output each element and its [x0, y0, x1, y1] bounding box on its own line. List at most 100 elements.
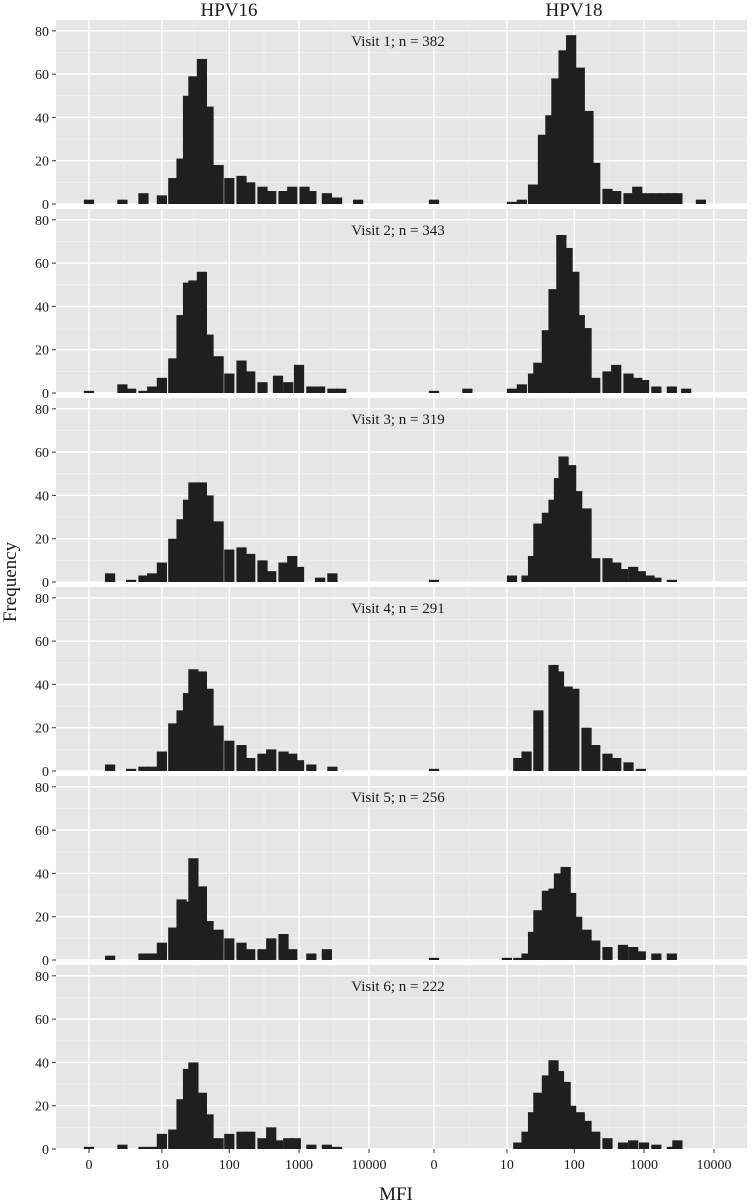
histogram-bar — [104, 764, 116, 771]
histogram-bar — [617, 1142, 629, 1149]
histogram-bar — [516, 384, 527, 393]
histogram-bar — [147, 386, 158, 393]
histogram-bar — [572, 916, 583, 960]
visit-label: Visit 5; n = 256 — [351, 790, 445, 806]
histogram-bar — [611, 562, 622, 582]
histogram-bar — [188, 76, 199, 204]
histogram-bar — [147, 1146, 158, 1149]
y-tick-label: 0 — [42, 1143, 49, 1158]
histogram-bar — [581, 508, 592, 582]
histogram-bar — [257, 560, 268, 582]
histogram-bar — [83, 199, 95, 204]
histogram-bar — [245, 758, 256, 771]
histogram-bar — [602, 371, 613, 393]
histogram-bar — [628, 1140, 639, 1149]
histogram-bar — [299, 186, 310, 204]
histogram-bar — [257, 949, 268, 960]
y-axis-title: Frequency — [0, 541, 21, 622]
histogram-bar — [213, 725, 224, 771]
x-tick-label: 10 — [500, 1158, 514, 1173]
histogram-bar — [602, 947, 613, 960]
histogram-bar — [138, 193, 149, 204]
histogram-bar — [590, 558, 601, 582]
y-tick-label: 0 — [42, 387, 49, 402]
y-tick-label: 0 — [42, 198, 49, 213]
histogram-bar — [574, 315, 585, 393]
histogram-bar — [672, 1140, 683, 1149]
histogram-bar — [527, 556, 539, 582]
histogram-bar — [168, 538, 179, 582]
histogram-bar — [203, 495, 214, 582]
histogram-bar — [290, 1138, 301, 1149]
x-tick-label: 100 — [219, 1158, 240, 1173]
histogram-bar — [566, 465, 577, 582]
histogram-bar — [558, 50, 569, 205]
panel-visit-6-hpv16 — [56, 965, 402, 1150]
x-tick-label: 1000 — [285, 1158, 313, 1173]
histogram-bar — [553, 873, 565, 960]
histogram-bar — [156, 1133, 167, 1149]
histogram-bar — [617, 944, 629, 960]
histogram-bar — [581, 727, 592, 771]
histogram-bar — [196, 271, 207, 393]
panel-visit-1-hpv16 — [56, 20, 402, 205]
panel-visit-3-hpv16 — [56, 398, 402, 583]
histogram-bar — [659, 193, 671, 204]
histogram-bar — [182, 499, 194, 582]
histogram-bar — [266, 749, 277, 771]
histogram-bar — [236, 942, 247, 960]
histogram-bar — [287, 949, 298, 960]
histogram-bar — [327, 388, 338, 393]
histogram-bar — [548, 289, 559, 393]
histogram-bar — [548, 499, 559, 582]
histogram-bar — [213, 521, 224, 582]
histogram-bar — [236, 745, 247, 771]
histogram-bar — [553, 1071, 565, 1149]
histogram-bar — [156, 195, 167, 204]
panels-layer — [56, 20, 747, 1150]
histogram-bar — [516, 199, 527, 204]
histogram-bar — [602, 1138, 613, 1149]
visit-label: Visit 4; n = 291 — [351, 601, 444, 617]
histogram-bar — [651, 193, 662, 204]
histogram-bar — [632, 186, 643, 204]
y-tick-label: 60 — [35, 446, 49, 461]
panel-visit-5-hpv18 — [401, 776, 747, 961]
y-tick-label: 20 — [35, 533, 49, 548]
histogram-bar — [590, 940, 601, 960]
histogram-bar — [257, 1138, 268, 1149]
histogram-bar — [428, 390, 440, 393]
histogram-bar — [176, 315, 187, 393]
y-tick-label: 80 — [35, 970, 49, 985]
histogram-bar — [156, 751, 167, 771]
histogram-bar — [574, 1112, 585, 1149]
y-tick-label: 40 — [35, 489, 49, 504]
column-title-hpv16: HPV16 — [200, 0, 257, 21]
histogram-bar — [266, 1127, 277, 1149]
y-tick-label: 20 — [35, 344, 49, 359]
x-tick-label: 1000 — [630, 1158, 658, 1173]
y-tick-label: 80 — [35, 214, 49, 229]
histogram-bar — [353, 199, 364, 204]
y-tick-label: 60 — [35, 1013, 49, 1028]
histogram-bar — [651, 1144, 662, 1149]
y-tick-label: 80 — [35, 781, 49, 796]
histogram-bar — [527, 184, 539, 204]
histogram-bar — [224, 178, 235, 204]
y-tick-label: 80 — [35, 403, 49, 418]
histogram-bar — [527, 1112, 539, 1149]
histogram-bar — [558, 456, 569, 582]
y-tick-label: 40 — [35, 1056, 49, 1071]
histogram-bar — [548, 888, 559, 960]
x-tick-label: 10000 — [352, 1158, 387, 1173]
panel-visit-4-hpv18 — [401, 587, 747, 772]
panel-visit-5-hpv16 — [56, 776, 402, 961]
visit-label: Visit 6; n = 222 — [351, 979, 444, 995]
y-tick-label: 20 — [35, 722, 49, 737]
histogram-bar — [287, 753, 298, 771]
histogram-bar — [245, 949, 256, 960]
histogram-bar — [548, 664, 559, 771]
histogram-bar — [611, 191, 622, 204]
y-tick-label: 0 — [42, 576, 49, 591]
histogram-bar — [168, 358, 179, 393]
